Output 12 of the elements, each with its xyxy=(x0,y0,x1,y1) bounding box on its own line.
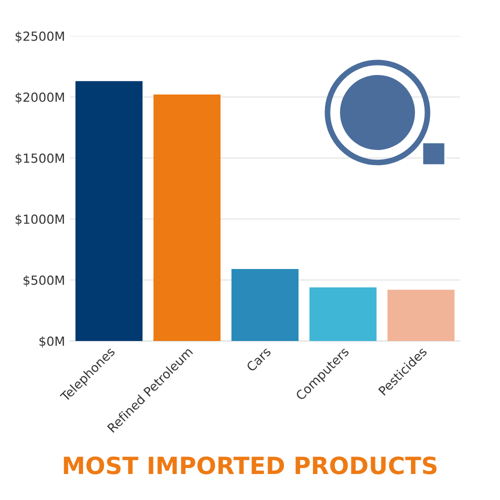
bar xyxy=(75,81,143,341)
y-tick-label: $1500M xyxy=(16,153,64,165)
y-tick-label: $0M xyxy=(39,336,64,348)
bar xyxy=(309,287,377,341)
text: MOST IMPORTED PRODUCTS xyxy=(64,456,437,474)
bar xyxy=(387,290,455,341)
y-tick-label: $2000M xyxy=(16,92,64,104)
bar xyxy=(231,269,299,341)
y-tick-label: $2500M xyxy=(16,31,64,43)
y-tick-label: $1000M xyxy=(16,214,64,226)
y-tick-label: $500M xyxy=(24,275,64,287)
bar xyxy=(153,94,221,341)
